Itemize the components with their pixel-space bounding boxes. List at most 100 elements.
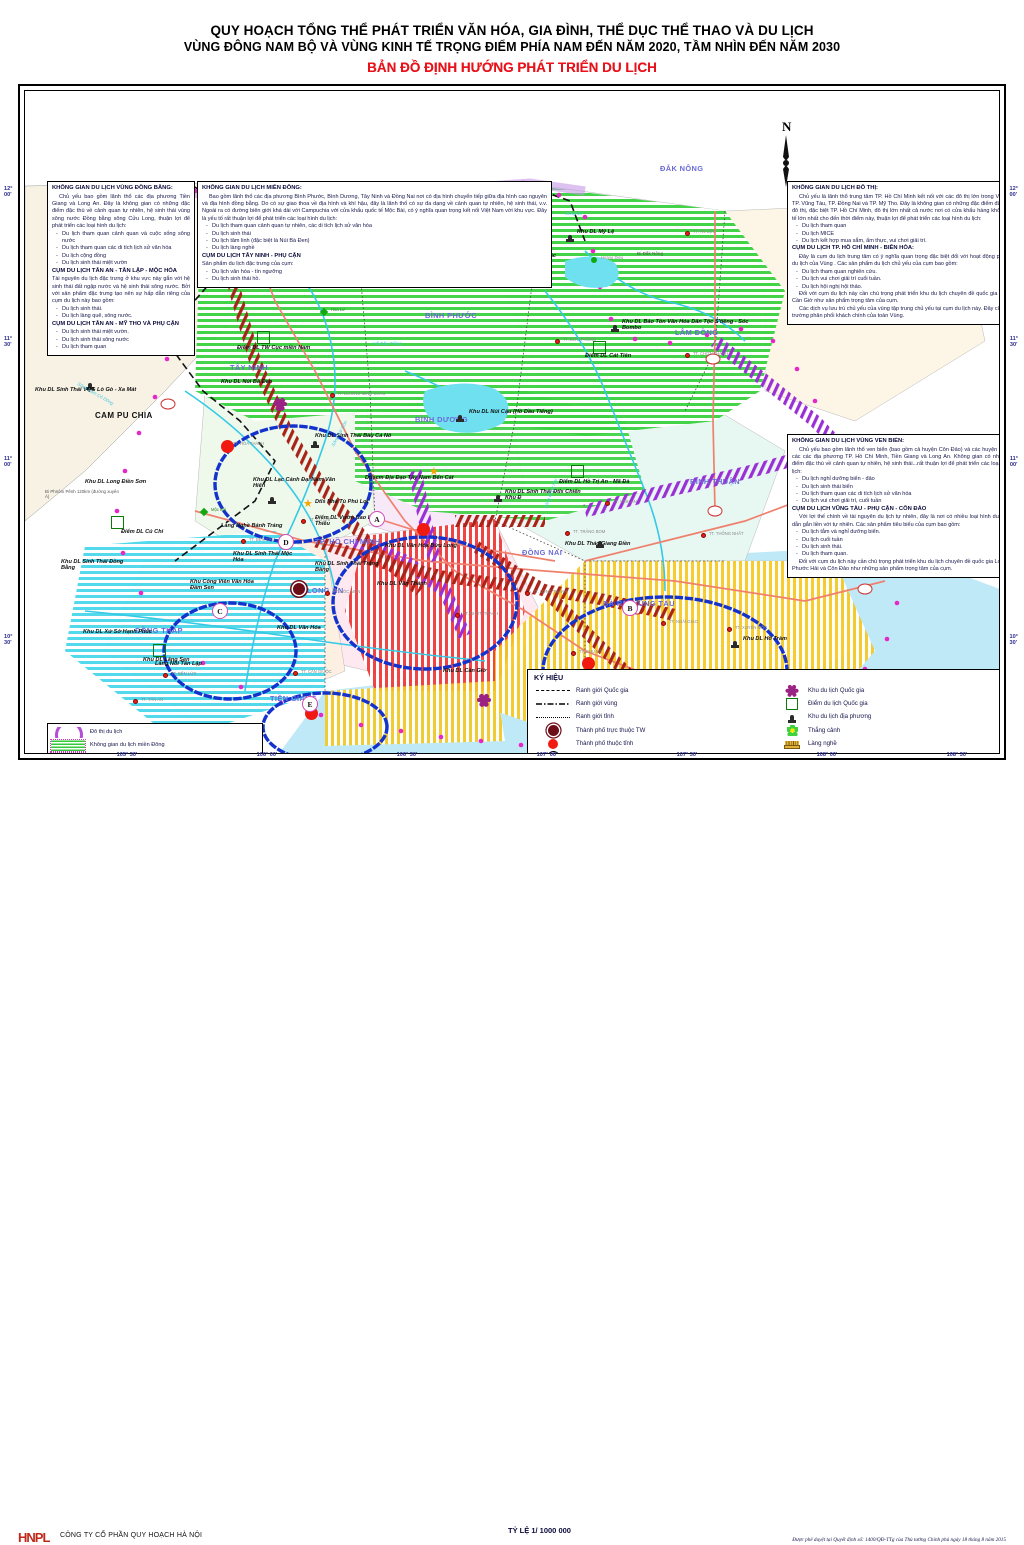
legend-label: Khu du lịch địa phương [808,713,871,721]
list-item: Du lịch tham quan các di tích lịch sử vă… [792,491,1000,498]
flower-icon [273,397,287,411]
legend-column-left: Ranh giới Quốc gia Ranh giới vùng Ranh g… [534,684,771,754]
legend-title: KÝ HIỆU [534,673,1000,682]
legend-row: Thị xã, thị trấn [534,751,771,754]
town-marker [685,231,690,236]
list-item: Du lịch tham quan cảnh quan tự nhiên, cá… [202,223,547,230]
yellow-hatch-swatch-icon [51,753,85,754]
province-label-tay-ninh: TÂY NINH [230,363,268,372]
legend-row: Làng nghề [781,738,1000,751]
province-label-tphcm: TP. HỒ CHÍ MINH [315,537,380,546]
legend-label: Không gian du lịch miền Đông [90,742,165,749]
lon-tick-bottom-2: 106° 30' [397,752,418,758]
list-item: Du lịch MICE [792,231,1000,238]
list-item: Du lịch sinh thái miệt vườn. [52,329,190,336]
legend-row: Khu du lịch Quốc gia [781,684,1000,697]
green-square-outline-icon [571,465,584,478]
direction-label-phnom-penh: Đi Phnôm Pênh 120km (đường xuyên Á) [45,489,123,499]
legend-tourism-spaces: Đô thị du lịch Không gian du lịch miền Đ… [47,723,263,754]
legend-row: Khu du lịch địa phương [781,711,1000,724]
list-item: Du lịch tắm và nghỉ dưỡng biển. [792,529,1000,536]
panel-sub-list: Du lịch tham quan nghiên cứu. Du lịch vu… [792,269,1000,291]
panel-sub-body: Sản phẩm du lịch đặc trưng của cụm: [202,261,547,268]
legend-label: Ranh giới Quốc gia [576,687,628,695]
green-hatch-swatch-icon [51,740,85,751]
site-label-lang-nghe-banh-trang: Làng Nghề Bánh Tráng [221,523,283,529]
panel-heading: KHÔNG GIAN DU LỊCH VÙNG VEN BIỂN: [792,438,1000,446]
legend-row: Không gian du lịch miền Đông [51,739,259,752]
local-tourism-icon [493,493,503,502]
legend-row: Không gia du lịch vùng ven biển [51,752,259,754]
city-central-icon [534,725,572,737]
city-marker-tay-ninh [221,440,234,453]
lon-tick-bottom-3: 107° 00' [537,752,558,758]
site-label-van-hoa: Khu DL Văn Hóa [277,625,321,631]
legend-label: Thành phố trực thuộc TW [576,727,645,735]
lon-tick-bottom-0: 105° 30' [117,752,138,758]
panel-sub-body: Đây là cụm du lịch trung tâm có ý nghĩa … [792,254,1000,269]
country-label-campuchia: CAM PU CHIA [95,411,153,420]
list-item: Du lịch tham quan các di tích lịch sử vă… [52,245,190,252]
gate-label-hoa-lu: Hoa Lư [331,307,345,312]
panel-heading: KHÔNG GIAN DU LỊCH VÙNG ĐỒNG BẰNG: [52,185,190,193]
site-label-trang-bang: Khu DL Sinh Thái Trảng Bàng [315,561,389,574]
dashed-line-icon [534,685,572,697]
panel-para-2: Đối với cụm du lịch này cần chú trọng ph… [792,559,1000,574]
lat-tick-left-3: 10° 30' [4,634,12,647]
town-label-ngai-giao: TT. NGÃI GIAO [669,619,698,624]
local-tourism-icon [455,413,465,422]
list-item: Du lịch sinh thái. [52,306,190,313]
site-label-soc-bombo: Khu DL Bảo Tồn Văn Hóa Dân Tộc S'tiêng -… [622,319,762,332]
panel-sub-body: Với lợi thế chính về tài nguyên du lịch … [792,514,1000,529]
site-label-can-gio: Khu DL Cần Giờ [443,668,491,674]
panel-body: Bao gồm lãnh thổ các địa phương Bình Phư… [202,194,547,224]
legend-label: Điểm du lịch Quốc gia [808,700,868,708]
panel-sub-heading: CỤM DU LỊCH TP. HỒ CHÍ MINH - BIÊN HÒA: [792,245,1000,253]
town-label-tan-an: TT. TÂN AN [141,697,163,702]
local-tourism-icon [310,439,320,448]
site-label-dam-sen: Khu Công Viên Văn Hóa Đầm Sen [190,579,266,592]
direction-label-dak-nong: Đi Đắk Nông [637,251,663,256]
legend-row: Thành phố trực thuộc TW [534,724,771,737]
border-gate-local-marker [591,257,597,263]
town-marker [325,591,330,596]
map-canvas[interactable]: ĐẮK NÔNG BÌNH PHƯỚC TÂY NINH BÌNH DƯƠNG … [24,90,1000,754]
site-label-moc-hoa: Khu DL Sinh Thái Mộc Hóa [233,551,301,564]
list-item: Du lịch tham quan [792,223,1000,230]
dotted-line-icon [534,711,572,723]
title-line-1: QUY HOẠCH TỔNG THỂ PHÁT TRIỂN VĂN HÓA, G… [0,22,1024,39]
town-label-ben-cau: TT. BẾN CẦU [249,537,275,542]
lon-tick-bottom-1: 106° 00' [257,752,278,758]
legend-row: Ranh giới tỉnh [534,711,771,724]
town-label-vinh-an: TT. VĨNH AN [613,499,637,504]
list-item: Du lịch tham quan nghiên cứu. [792,269,1000,276]
logo-text: HNPL [18,1530,49,1545]
panel-sub-list-2: Du lịch sinh thái miệt vườn. Du lịch sin… [52,329,190,351]
map-frame: ĐẮK NÔNG BÌNH PHƯỚC TÂY NINH BÌNH DƯƠNG … [18,84,1006,760]
town-marker [293,671,298,676]
legend-label: Ranh giới tỉnh [576,713,614,721]
approval-note: Được phê duyệt tại Quyết định số: 1400/Q… [792,1537,1006,1543]
dash-dot-line-icon [534,698,572,710]
city-marker-bien-hoa [417,523,430,536]
town-marker [727,627,732,632]
flower-icon [781,685,803,697]
city-marker-tphcm [293,583,305,595]
site-label-cat-tien: Điểm DL Cát Tiên [585,353,641,359]
water-label-ho-dau-tieng: Hồ Dầu Tiếng [373,341,401,346]
scenic-flower-icon [781,725,803,737]
town-label-hoa-thanh: TT. HÒA THÀNH [233,441,264,446]
province-label-ba-ria-vung-tau: BÀ RỊA VŨNG TÀU [603,599,675,608]
town-marker [301,519,306,524]
panel-khong-gian-dong-bang: KHÔNG GIAN DU LỊCH VÙNG ĐỒNG BẰNG: Chủ y… [47,181,195,356]
panel-khong-gian-ven-bien: KHÔNG GIAN DU LỊCH VÙNG VEN BIỂN: Chủ yế… [787,434,1000,578]
lat-tick-left-2: 11° 00' [4,456,12,469]
town-marker [701,533,706,538]
list-item: Du lịch sinh thái miệt vườn [52,260,190,267]
site-label-sinh-thai-dong-bang: Khu DL Sinh Thái Đồng Bằng [61,559,127,572]
legend-row: Ranh giới Quốc gia [534,684,771,697]
panel-khong-gian-mien-dong: KHÔNG GIAN DU LỊCH MIỀN ĐÔNG: Bao gồm lã… [197,181,552,288]
site-label-thac-giang-dien: Khu DL Thác Giang Điền [565,541,649,547]
list-item: Du lịch văn hóa - tín ngưỡng [202,269,547,276]
site-label-ho-tram: Khu DL Hồ Tràm [743,636,791,642]
